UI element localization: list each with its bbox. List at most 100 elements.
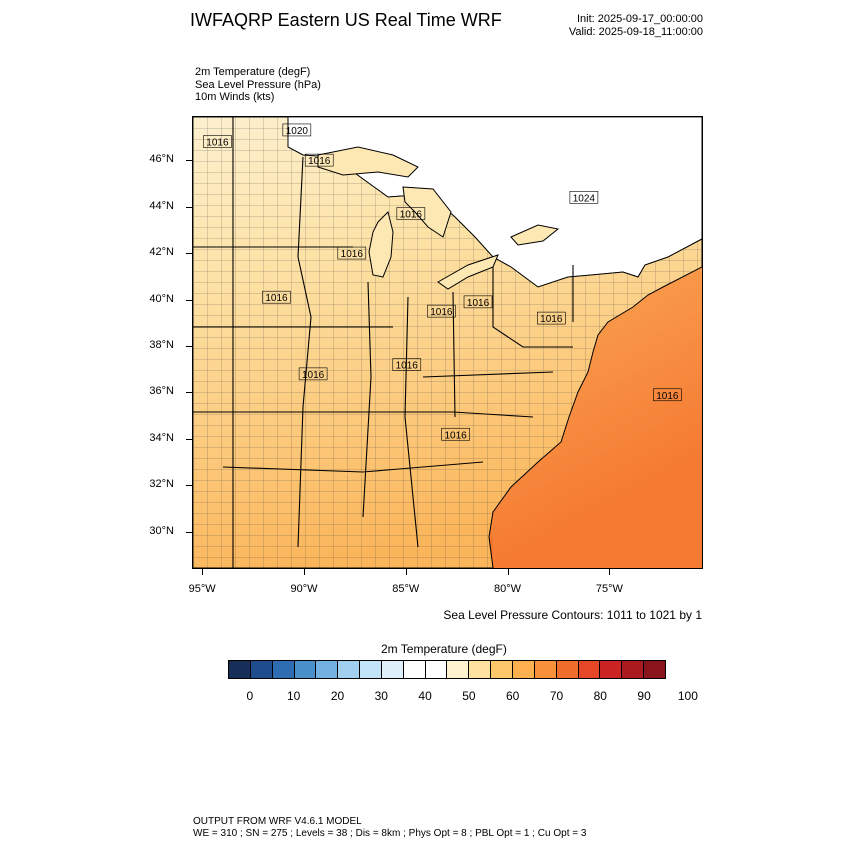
isobar-label-text: 1024 — [573, 193, 596, 204]
lake-huron — [402, 186, 452, 238]
lon-tick-label: 85°W — [392, 583, 420, 595]
lon-tick-label: 80°W — [494, 583, 522, 595]
field-list: 2m Temperature (degF) Sea Level Pressure… — [195, 66, 321, 104]
lat-tick-mark — [186, 531, 192, 533]
colorbar-label: 90 — [637, 689, 651, 703]
colorbar-label: 40 — [418, 689, 432, 703]
isobar-label-box — [282, 123, 312, 137]
isobar-label: 1016 — [396, 207, 426, 221]
lon-tick-mark — [507, 569, 509, 575]
field-winds: 10m Winds (kts) — [195, 91, 275, 103]
lat-tick-label: 36°N — [149, 385, 174, 398]
isobar-label-text: 1016 — [400, 210, 423, 221]
lon-tick-label: 75°W — [595, 583, 623, 595]
colorbar-swatch — [316, 661, 339, 678]
colorbar-label: 20 — [330, 689, 345, 703]
isobar-label-text: 1016 — [540, 314, 563, 325]
isobar-label-box — [653, 388, 682, 402]
map-title: IWFAQRP Eastern US Real Time WRF — [190, 10, 502, 30]
lat-tick-label: 42°N — [149, 246, 174, 259]
footer-model-line: OUTPUT FROM WRF V4.6.1 MODEL — [193, 816, 362, 827]
colorbar-swatch — [294, 661, 317, 678]
lake-ontario — [510, 224, 560, 246]
colorbar-swatch — [600, 661, 623, 678]
colorbar-swatch — [381, 661, 404, 678]
colorbar-label: 70 — [549, 689, 564, 703]
isobar-label: 1024 — [569, 191, 599, 204]
lon-tick-mark — [405, 569, 407, 575]
lat-tick-label: 32°N — [149, 478, 174, 491]
colorbar-swatch — [425, 661, 448, 678]
run-times: Init: 2025-09-17_00:00:00 Valid: 2025-09… — [569, 13, 703, 39]
isobar-label-text: 1016 — [308, 156, 331, 167]
isobar-label: 1016 — [304, 153, 334, 167]
isobar-label-box — [392, 358, 422, 371]
lat-tick-label: 40°N — [149, 292, 174, 305]
colorbar-swatch — [491, 661, 513, 678]
isobar-label-text: 1020 — [286, 126, 309, 137]
isobar-label: 1016 — [262, 290, 291, 304]
border-5 — [297, 156, 312, 548]
lon-tick-label: 90°W — [290, 583, 318, 595]
lon-tick-mark — [202, 569, 204, 575]
lat-tick-label: 34°N — [149, 431, 174, 444]
isobar-label: 1016 — [463, 295, 493, 309]
map-canvas: 1016 1020 1016 1016 1024 1016 1016 1016 1016 1016… — [193, 117, 702, 568]
lat-tick-label: 44°N — [149, 199, 174, 212]
colorbar-swatch — [578, 661, 601, 678]
colorbar-swatch — [272, 661, 295, 678]
isobar-label-box — [298, 367, 328, 381]
isobar-label-box — [262, 290, 291, 304]
isobar-label-text: 1016 — [206, 138, 229, 149]
colorbar-label: 60 — [506, 689, 520, 703]
colorbar-swatch — [360, 661, 382, 678]
lat-tick-mark — [186, 345, 192, 347]
lat-tick-label: 30°N — [149, 524, 174, 537]
isobar-label-text: 1016 — [341, 249, 364, 260]
isobar-label-text: 1016 — [656, 391, 679, 402]
contour-note: Sea Level Pressure Contours: 1011 to 102… — [443, 608, 702, 622]
lat-tick-mark — [186, 160, 192, 162]
colorbar-label: 30 — [374, 689, 388, 703]
lat-tick-mark — [186, 392, 192, 394]
lake-michigan — [368, 211, 394, 278]
isobar-label-text: 1016 — [467, 298, 490, 309]
model-footer: OUTPUT FROM WRF V4.6.1 MODEL WE = 310 ; … — [193, 816, 586, 840]
colorbar-swatch — [469, 661, 492, 678]
isobar-label: 1016 — [537, 311, 566, 325]
isobar-label: 1020 — [282, 123, 312, 137]
init-time: Init: 2025-09-17_00:00:00 — [577, 13, 703, 25]
border-6 — [362, 281, 372, 518]
colorbar-swatch — [622, 661, 645, 678]
isobar-label-box — [427, 304, 456, 318]
isobar-label-box — [337, 246, 367, 260]
colorbar-swatch — [534, 661, 557, 678]
footer-config-line: WE = 310 ; SN = 275 ; Levels = 38 ; Dis … — [193, 828, 587, 839]
lake-superior — [317, 146, 419, 178]
isobar-label-box — [569, 191, 599, 204]
colorbar-label: 10 — [287, 689, 301, 703]
lon-tick-mark — [609, 569, 611, 575]
map-panel: 1016 1020 1016 1016 1024 1016 1016 1016 1016 1016… — [192, 116, 703, 569]
colorbar-label: 100 — [677, 689, 698, 703]
lon-tick-label: 95°W — [188, 583, 216, 595]
isobar-label-box — [396, 207, 426, 220]
border-7 — [404, 296, 419, 548]
lat-tick-mark — [186, 438, 192, 440]
border-8 — [452, 291, 456, 418]
isobar-label-text: 1016 — [265, 293, 288, 304]
colorbar-swatch — [644, 661, 665, 678]
lat-tick-label: 38°N — [149, 338, 174, 351]
isobar-label: 1016 — [653, 388, 682, 402]
isobar-label-text: 1016 — [445, 430, 468, 441]
colorbar — [228, 660, 666, 679]
colorbar-label: 80 — [593, 689, 607, 703]
isobar-labels: 1016 1020 1016 1016 1024 1016 1016 1016 1016 1016… — [203, 123, 682, 441]
border-3 — [193, 411, 534, 418]
isobar-label: 1016 — [298, 367, 328, 381]
isobar-label-text: 1016 — [302, 370, 325, 381]
border-10 — [422, 371, 554, 378]
valid-time: Valid: 2025-09-18_11:00:00 — [568, 26, 703, 38]
colorbar-swatch — [250, 661, 273, 678]
colorbar-swatch — [403, 661, 426, 678]
